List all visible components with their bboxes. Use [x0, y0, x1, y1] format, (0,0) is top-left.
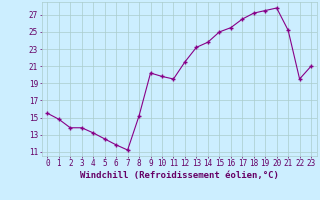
X-axis label: Windchill (Refroidissement éolien,°C): Windchill (Refroidissement éolien,°C)	[80, 171, 279, 180]
